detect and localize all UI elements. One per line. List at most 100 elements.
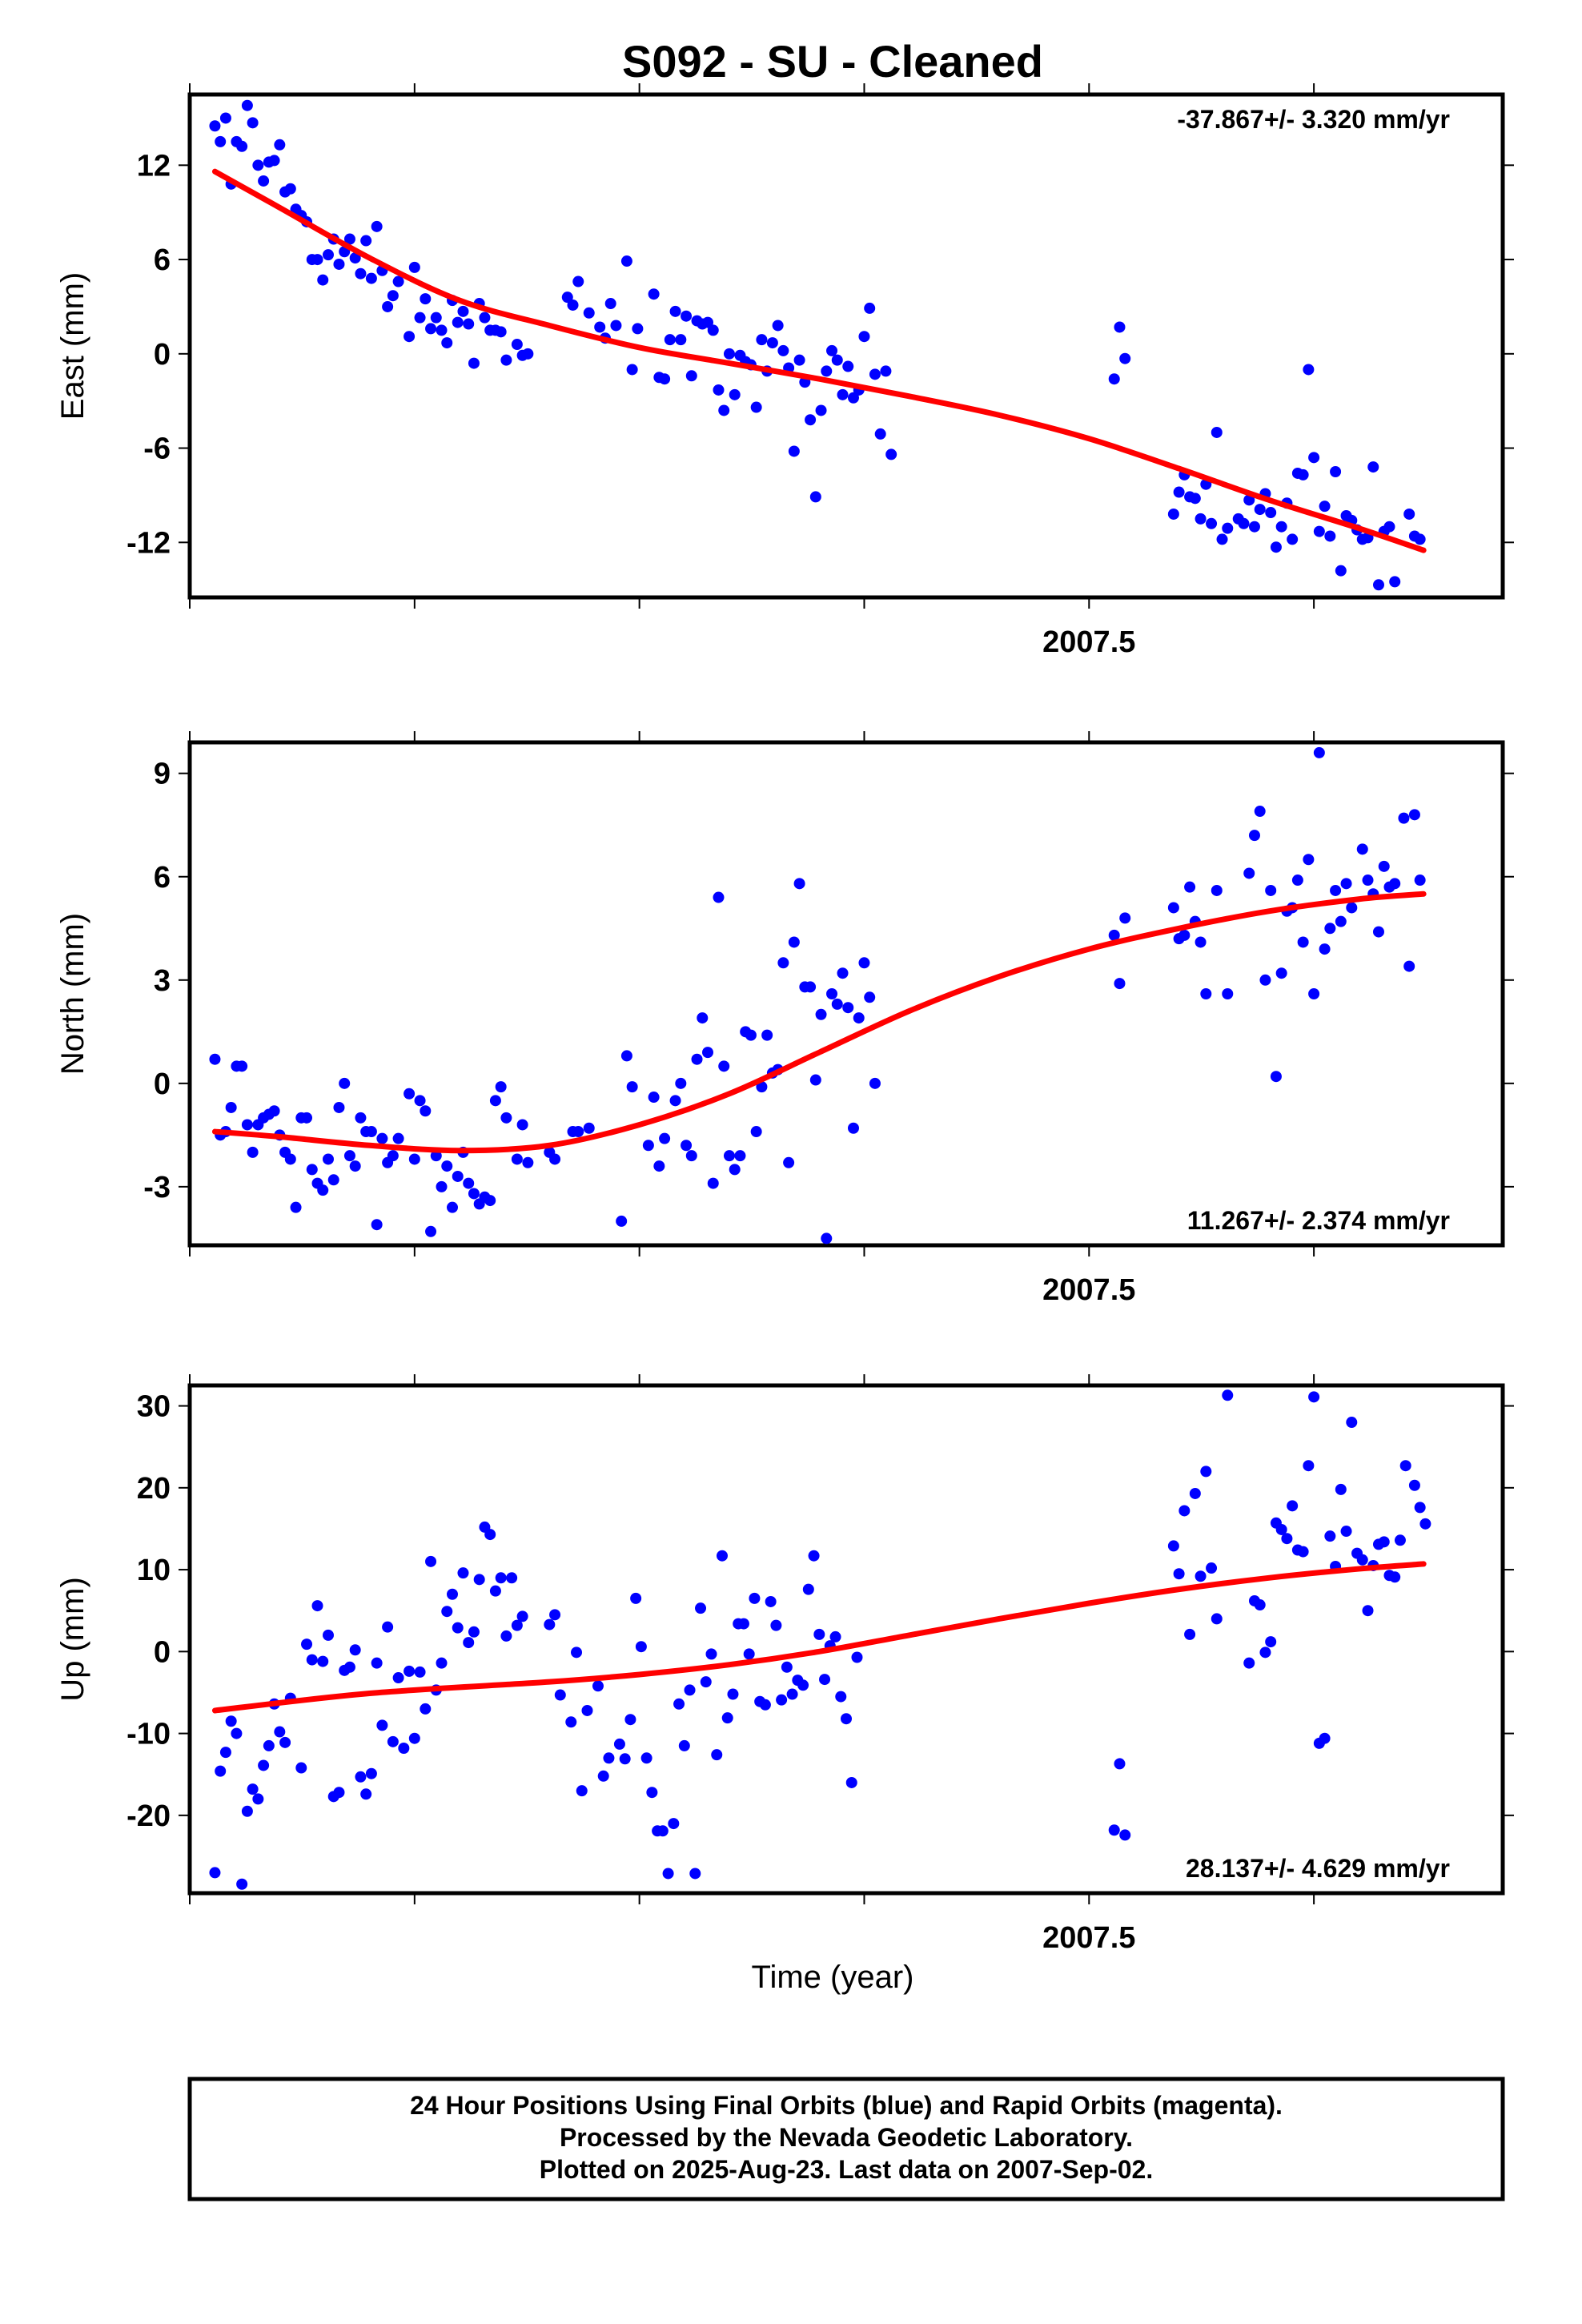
- east-data-point: [317, 274, 329, 286]
- up-data-point: [349, 1644, 361, 1656]
- north-data-point: [343, 1150, 355, 1162]
- up-data-point: [236, 1878, 248, 1890]
- north-data-point: [1403, 960, 1415, 972]
- east-data-point: [1335, 565, 1347, 577]
- up-data-point: [737, 1618, 749, 1630]
- up-data-point: [420, 1703, 432, 1715]
- north-data-point: [301, 1112, 313, 1124]
- east-data-point: [610, 320, 622, 332]
- up-data-point: [571, 1647, 583, 1659]
- up-data-point: [1265, 1636, 1277, 1648]
- up-data-point: [781, 1661, 793, 1673]
- figure-title: S092 - SU - Cleaned: [622, 36, 1043, 86]
- up-data-point: [489, 1585, 501, 1597]
- up-data-point: [404, 1665, 416, 1677]
- north-data-point: [522, 1156, 534, 1168]
- north-data-point: [489, 1095, 501, 1107]
- east-data-point: [809, 491, 821, 503]
- up-data-point: [829, 1630, 841, 1642]
- east-data-point: [311, 254, 323, 266]
- east-points: [209, 99, 1426, 591]
- east-data-point: [1297, 468, 1309, 480]
- east-data-point: [604, 298, 616, 310]
- east-data-point: [1330, 466, 1342, 477]
- up-ytick-label: 10: [137, 1554, 171, 1587]
- east-data-point: [1167, 508, 1179, 520]
- east-data-point: [1265, 507, 1277, 519]
- north-data-point: [1324, 923, 1336, 935]
- up-data-point: [500, 1630, 512, 1642]
- east-data-point: [837, 388, 849, 400]
- east-panel: -12 -6 0 6 12 2007.5 East (mm) -37.867+/- 3.320…: [55, 83, 1514, 659]
- east-data-point: [847, 392, 859, 404]
- up-data-point: [1281, 1533, 1293, 1545]
- north-ytick-label: 0: [154, 1068, 171, 1101]
- east-data-point: [821, 365, 833, 377]
- up-data-point: [1195, 1570, 1207, 1582]
- up-data-point: [613, 1738, 625, 1750]
- east-data-point: [284, 183, 296, 195]
- up-data-point: [549, 1609, 561, 1621]
- east-data-point: [664, 334, 676, 346]
- up-data-point: [662, 1868, 674, 1880]
- up-data-point: [343, 1661, 355, 1673]
- north-data-point: [864, 991, 876, 1003]
- up-data-point: [544, 1618, 556, 1630]
- north-ytick-label: 3: [154, 964, 171, 998]
- north-data-point: [414, 1095, 426, 1107]
- east-data-point: [1389, 576, 1401, 588]
- north-data-point: [468, 1188, 480, 1200]
- up-data-point: [581, 1704, 593, 1716]
- east-data-point: [420, 293, 432, 305]
- north-data-point: [516, 1119, 528, 1131]
- north-data-point: [702, 1047, 714, 1059]
- north-data-point: [549, 1153, 561, 1165]
- up-data-point: [630, 1592, 642, 1604]
- north-data-point: [697, 1012, 709, 1024]
- east-ytick-label: 12: [137, 149, 171, 183]
- north-xtick-label: 2007.5: [1042, 1273, 1135, 1307]
- east-data-point: [632, 323, 644, 335]
- up-data-point: [219, 1747, 231, 1759]
- north-data-point: [430, 1150, 442, 1162]
- north-data-point: [387, 1150, 399, 1162]
- up-data-point: [695, 1602, 707, 1614]
- up-data-point: [1362, 1605, 1374, 1617]
- north-data-point: [225, 1101, 237, 1113]
- north-data-point: [1114, 978, 1126, 990]
- east-y-axis-label: East (mm): [55, 272, 90, 420]
- up-data-point: [1394, 1534, 1406, 1546]
- east-data-point: [1287, 533, 1299, 545]
- north-data-point: [1319, 943, 1331, 955]
- east-ytick-label: 0: [154, 338, 171, 372]
- north-data-point: [392, 1132, 404, 1144]
- up-data-point: [247, 1783, 259, 1795]
- east-data-point: [495, 326, 507, 338]
- east-data-point: [333, 258, 345, 270]
- east-data-point: [1270, 541, 1282, 553]
- north-data-point: [1254, 806, 1266, 818]
- north-y-axis-label: North (mm): [55, 913, 90, 1075]
- north-data-point: [723, 1150, 735, 1162]
- east-data-point: [669, 305, 681, 317]
- up-data-point: [668, 1818, 680, 1830]
- up-data-point: [414, 1666, 426, 1678]
- up-data-point: [1419, 1518, 1431, 1530]
- up-data-point: [1167, 1540, 1179, 1552]
- east-data-point: [718, 404, 730, 416]
- north-data-point: [729, 1164, 741, 1176]
- up-data-point: [452, 1622, 464, 1634]
- east-data-point: [371, 220, 383, 232]
- up-data-point: [355, 1771, 367, 1783]
- up-data-point: [851, 1651, 863, 1663]
- up-data-point: [1408, 1479, 1420, 1491]
- north-data-point: [420, 1105, 432, 1117]
- north-data-point: [1372, 926, 1384, 938]
- north-data-point: [734, 1150, 746, 1162]
- up-data-point: [311, 1600, 323, 1612]
- up-frame: [187, 1383, 1505, 1896]
- east-data-point: [675, 334, 687, 346]
- up-trend-line: [211, 1561, 1427, 1714]
- north-data-point: [788, 936, 800, 948]
